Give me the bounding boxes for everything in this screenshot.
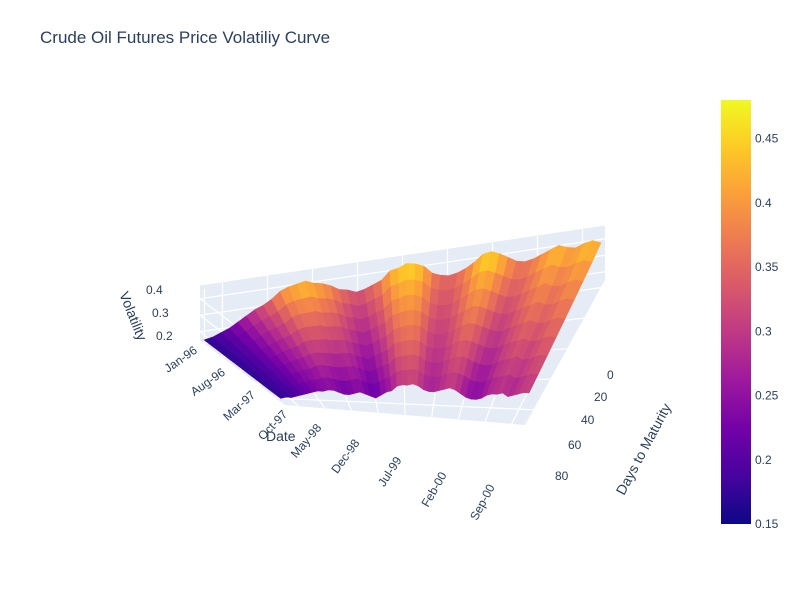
surface-cell: [412, 368, 420, 387]
chart-title: Crude Oil Futures Price Volatiliy Curve: [40, 28, 331, 47]
colorbar-tick-label: 0.4: [755, 196, 772, 210]
surface-cell: [392, 312, 401, 331]
x-tick-label: Feb-00: [418, 469, 449, 509]
z-tick-label: 0.3: [152, 306, 169, 320]
colorbar-tick-label: 0.35: [755, 260, 779, 274]
surface-cell: [413, 309, 422, 328]
surface-cell: [391, 298, 401, 316]
colorbar-bar: [721, 100, 751, 524]
surface-cell: [523, 373, 539, 394]
y-tick-label: 80: [555, 469, 569, 483]
surface-cell: [400, 325, 408, 343]
surface-cell: [406, 324, 415, 342]
y-axis-title: Days to Maturity: [613, 401, 675, 498]
surface-cell: [393, 327, 402, 345]
surface-cell: [406, 339, 415, 356]
surface-cell: [389, 267, 400, 287]
surface-cell: [390, 283, 400, 302]
colorbar: 0.15 0.2 0.25 0.3 0.35 0.4 0.45: [721, 100, 779, 531]
y-tick-label: 0: [607, 368, 614, 382]
surface-cell: [394, 341, 402, 359]
y-tick-label: 20: [594, 390, 608, 404]
surface-cell: [406, 294, 415, 312]
colorbar-tick-label: 0.15: [755, 517, 779, 531]
colorbar-tick-label: 0.45: [755, 132, 779, 146]
surface-cell: [394, 355, 403, 373]
surface-cell: [407, 368, 414, 386]
x-tick-label: Sep-00: [467, 482, 498, 523]
surface-cell: [412, 354, 420, 372]
z-axis-title: Volatility: [116, 289, 150, 343]
colorbar-ticks: 0.15 0.2 0.25 0.3 0.35 0.4 0.45: [755, 132, 779, 531]
colorbar-tick-label: 0.25: [755, 389, 779, 403]
colorbar-tick-label: 0.3: [755, 324, 772, 338]
surface-cell: [406, 309, 415, 327]
surface-cell: [413, 339, 421, 358]
surface-cell: [406, 279, 416, 296]
y-tick-label: 60: [568, 438, 582, 452]
x-tick-label: Aug-96: [188, 365, 228, 399]
floor-gridline: [276, 397, 534, 411]
x-tick-label: Dec-98: [328, 436, 362, 476]
x-tick-label: Mar-97: [220, 388, 258, 424]
surface-cell: [414, 263, 425, 283]
z-tick-label: 0.2: [156, 329, 173, 343]
colorbar-tick-label: 0.2: [755, 453, 772, 467]
surface-cell: [414, 294, 423, 313]
surface-cell: [400, 355, 408, 371]
x-tick-label: Jul-99: [375, 454, 405, 489]
z-tick-label: 0.4: [146, 283, 163, 297]
z-axis: 0.2 0.3 0.4 Volatility: [116, 283, 173, 343]
surface-cell: [399, 295, 408, 314]
surface-cell: [414, 279, 424, 298]
surface-cell: [400, 340, 408, 357]
x-axis-title: Date: [266, 428, 296, 444]
y-axis: 0 20 40 60 80 Days to Maturity: [555, 368, 674, 497]
surface-cell: [407, 354, 414, 371]
surface-cell: [413, 324, 422, 343]
x-tick-label: Jan-96: [162, 343, 200, 376]
y-tick-label: 40: [581, 413, 595, 427]
volatility-surface: [203, 240, 602, 400]
surface-cell: [401, 370, 408, 386]
surface-cell: [406, 263, 416, 281]
surface-cell: [399, 310, 408, 329]
surface-cell: [395, 370, 403, 387]
